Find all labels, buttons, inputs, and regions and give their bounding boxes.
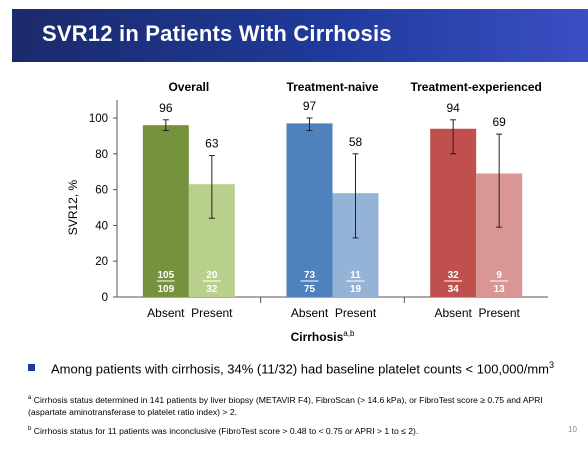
y-axis-label: SVR12, % [66, 179, 80, 235]
fraction-numerator: 11 [350, 270, 361, 281]
title-bar: SVR12 in Patients With Cirrhosis [12, 9, 588, 62]
fraction-denominator: 75 [304, 284, 316, 295]
fraction-denominator: 13 [494, 284, 506, 295]
fraction-denominator: 109 [157, 284, 174, 295]
y-tick-label: 40 [95, 220, 108, 232]
fraction-denominator: 34 [448, 284, 460, 295]
bar-absent [286, 123, 333, 298]
x-axis-label-text: Cirrhosis [291, 330, 344, 344]
group-title: Overall [168, 80, 209, 94]
footnote-text: Cirrhosis status determined in 141 patie… [28, 394, 543, 418]
y-tick-label: 100 [89, 113, 108, 125]
x-category-label: Present [191, 306, 233, 320]
footnote-marker: b [28, 425, 32, 432]
fraction-numerator: 105 [157, 270, 174, 281]
x-category-label: Present [478, 306, 520, 320]
footnote-marker: a [28, 395, 32, 401]
x-axis-label: Cirrhosisa,b [291, 329, 355, 344]
page-number: 10 [568, 425, 577, 434]
y-tick-label: 80 [95, 149, 108, 161]
group-title: Treatment-experienced [410, 80, 541, 94]
value-label: 58 [349, 135, 363, 149]
value-label: 63 [205, 137, 219, 151]
x-category-label: Absent [434, 306, 472, 320]
y-tick-label: 0 [102, 292, 108, 304]
value-label: 96 [159, 101, 173, 115]
fraction-numerator: 32 [448, 270, 460, 281]
value-label: 97 [303, 99, 317, 113]
group-title: Treatment-naive [286, 80, 378, 94]
value-label: 94 [446, 101, 460, 115]
slide-title: SVR12 in Patients With Cirrhosis [42, 21, 392, 46]
fraction-numerator: 73 [304, 270, 316, 281]
square-bullet-icon [28, 364, 35, 372]
y-tick-label: 60 [95, 185, 108, 197]
bullet-point: Among patients with cirrhosis, 34% (11/3… [28, 360, 554, 376]
y-tick-label: 20 [95, 256, 108, 268]
bar-absent [142, 125, 189, 297]
x-category-label: Present [335, 306, 377, 320]
x-axis-label-superscript: a,b [343, 329, 355, 338]
footnote-b: b Cirrhosis status for 11 patients was i… [28, 423, 548, 437]
x-category-label: Absent [291, 306, 329, 320]
footnote-text: Cirrhosis status for 11 patients was inc… [33, 425, 419, 436]
svr12-bar-chart: 0 20 40 60 80 100 SVR12, % Overall 96 105 109 Absen… [66, 80, 548, 344]
x-category-label: Absent [147, 306, 185, 320]
bar-absent [430, 128, 477, 297]
fraction-numerator: 20 [206, 270, 218, 281]
fraction-numerator: 9 [496, 270, 502, 281]
footnote-a: a Cirrhosis status determined in 141 pat… [28, 392, 548, 419]
fraction-denominator: 19 [350, 284, 362, 295]
bullet-superscript: 3 [549, 360, 555, 370]
footnotes: a Cirrhosis status determined in 141 pat… [28, 392, 548, 441]
value-label: 69 [492, 115, 506, 129]
fraction-denominator: 32 [206, 284, 218, 295]
bullet-text: Among patients with cirrhosis, 34% (11/3… [51, 361, 550, 377]
